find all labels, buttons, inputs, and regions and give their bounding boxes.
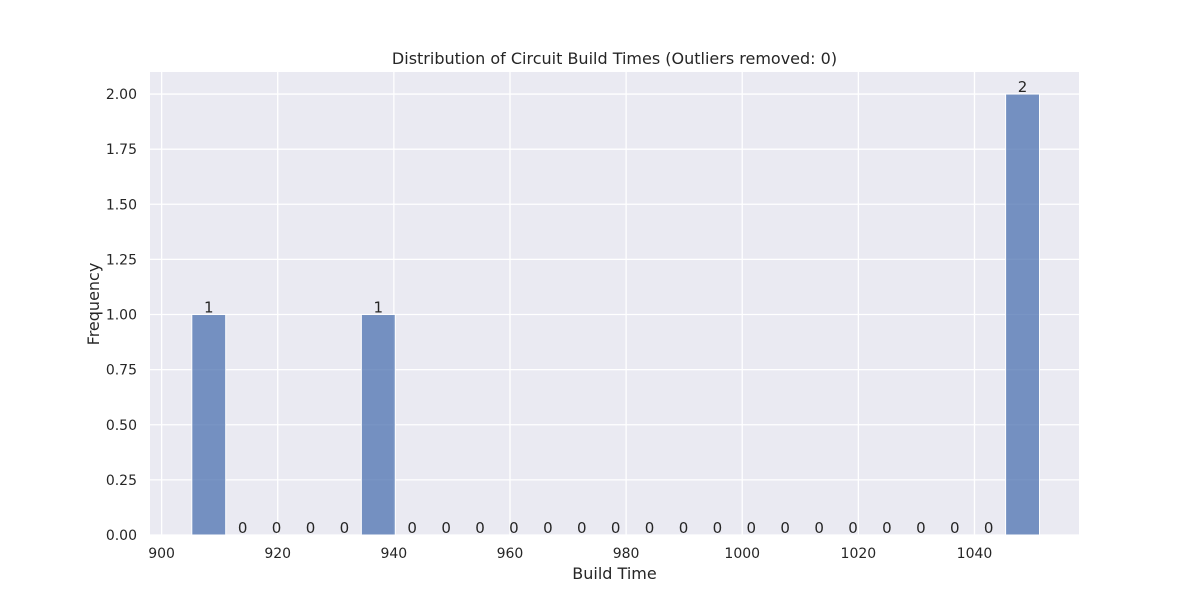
histogram-bar — [191, 314, 227, 536]
bar-count-label: 0 — [950, 519, 960, 537]
y-tick-label: 1.50 — [106, 197, 137, 213]
bar-count-label: 0 — [984, 519, 994, 537]
y-tick-label: 1.25 — [106, 252, 137, 268]
x-tick-label: 1020 — [841, 546, 877, 562]
bar-count-label: 0 — [509, 519, 519, 537]
x-tick-label: 1040 — [957, 546, 993, 562]
bar-count-label: 0 — [340, 519, 350, 537]
y-tick-labels: 0.00 0.25 0.50 0.75 1.00 1.25 1.50 1.75 2.00 — [106, 87, 137, 544]
y-tick-label: 1.75 — [106, 142, 137, 158]
bar-count-label: 0 — [407, 519, 417, 537]
bar-count-label: 0 — [916, 519, 926, 537]
bar-count-label: 0 — [645, 519, 655, 537]
y-tick-label: 2.00 — [106, 87, 137, 103]
bar-count-label: 1 — [374, 299, 384, 317]
bar-count-label: 2 — [1018, 78, 1028, 96]
x-tick-label: 920 — [264, 546, 291, 562]
histogram-bar — [360, 314, 396, 536]
bar-count-label: 1 — [204, 299, 214, 317]
bar-count-label: 0 — [679, 519, 689, 537]
bar-count-label: 0 — [848, 519, 858, 537]
y-tick-label: 1.00 — [106, 308, 137, 324]
bar-count-label: 0 — [272, 519, 282, 537]
bar-count-label: 0 — [577, 519, 587, 537]
bar-count-label: 0 — [611, 519, 621, 537]
bar-count-label: 0 — [814, 519, 824, 537]
bar-count-label: 0 — [543, 519, 553, 537]
y-tick-label: 0.75 — [106, 363, 137, 379]
x-tick-label: 960 — [497, 546, 524, 562]
bar-count-label: 0 — [306, 519, 316, 537]
chart-title: Distribution of Circuit Build Times (Out… — [392, 49, 837, 68]
y-axis-title: Frequency — [84, 263, 103, 346]
y-tick-label: 0.00 — [106, 528, 137, 544]
x-axis-title: Build Time — [572, 564, 656, 583]
x-tick-labels: 900 920 940 960 980 1000 1020 1040 — [148, 546, 992, 562]
y-tick-label: 0.25 — [106, 473, 137, 489]
bar-count-label: 0 — [238, 519, 248, 537]
bar-count-label: 0 — [747, 519, 757, 537]
bars — [191, 93, 1041, 536]
bar-labels: 1 0 0 0 0 1 0 0 0 0 0 0 0 0 0 0 0 0 0 0 0 0 0 0 2 — [204, 78, 1027, 537]
x-tick-label: 900 — [148, 546, 175, 562]
histogram-bar — [1005, 93, 1041, 536]
x-tick-label: 940 — [380, 546, 407, 562]
x-tick-label: 980 — [613, 546, 640, 562]
plot-area — [150, 72, 1079, 535]
y-tick-label: 0.50 — [106, 418, 137, 434]
bar-count-label: 0 — [780, 519, 790, 537]
bar-count-label: 0 — [882, 519, 892, 537]
bar-count-label: 0 — [441, 519, 451, 537]
bar-count-label: 0 — [475, 519, 485, 537]
x-tick-label: 1000 — [724, 546, 760, 562]
bar-count-label: 0 — [713, 519, 723, 537]
grid-lines — [150, 72, 1079, 536]
